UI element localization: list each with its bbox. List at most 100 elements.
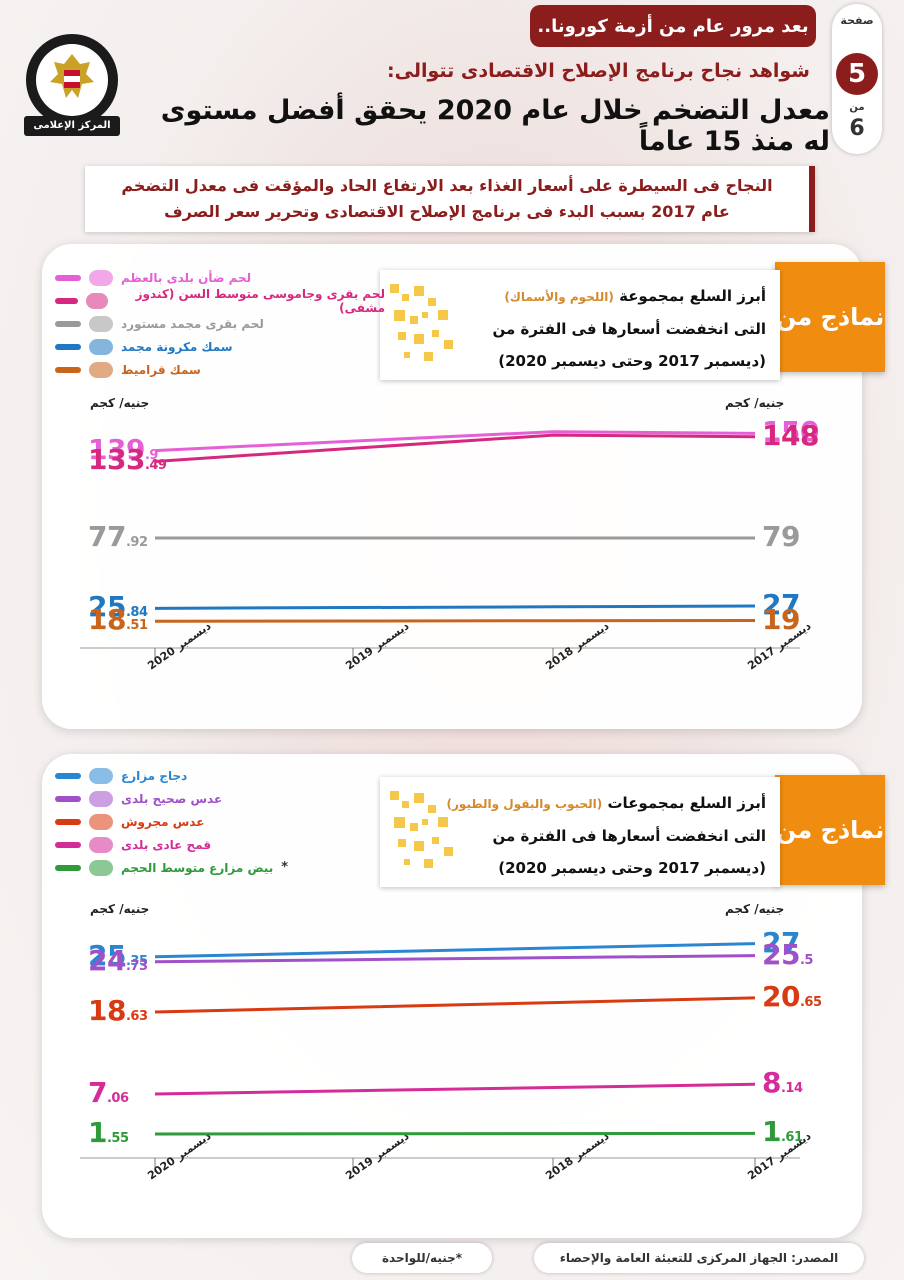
product-icon — [89, 859, 113, 876]
legend-label: دجاج مزارع — [121, 768, 188, 783]
legend-item: سمك مكرونة مجمد — [55, 335, 385, 358]
series-line — [154, 430, 756, 453]
legend-label: عدس صحيح بلدى — [121, 791, 223, 806]
total-pages: 6 — [849, 116, 865, 141]
product-icon — [89, 767, 113, 784]
value-label-2017: 1.61 — [762, 1115, 803, 1149]
value-label-2017: 150 — [762, 415, 819, 449]
legend-item: دجاج مزارع — [55, 764, 385, 787]
page-word: صفحة — [840, 14, 874, 27]
value-label-2020: 25.35 — [88, 938, 148, 972]
value-label-2020: 77.92 — [88, 520, 148, 553]
group-heading-line3: (ديسمبر 2017 وحتى ديسمبر 2020) — [498, 352, 766, 370]
x-tick-label: ديسمبر 2019 — [343, 619, 411, 672]
x-tick-label: ديسمبر 2019 — [343, 1129, 411, 1182]
group-heading: أبرز السلع بمجموعات (الحبوب والبقول والط… — [380, 777, 780, 887]
legend-item: عدس مجروش — [55, 810, 385, 833]
series-line — [154, 433, 756, 463]
value-label-2020: 133.49 — [88, 443, 167, 477]
product-icon — [89, 338, 113, 355]
of-word: من — [849, 102, 865, 113]
series-line — [154, 942, 756, 959]
legend-item: لحم بقرى مجمد مستورد — [55, 312, 385, 335]
series-line — [154, 954, 756, 964]
legend-item: لحم بقرى وجاموسى متوسط السن (كندوز مشفى) — [55, 286, 385, 315]
legend-label: لحم بقرى مجمد مستورد — [121, 316, 264, 331]
unit-label-left: جنيه/ كجم — [90, 902, 150, 916]
series-line — [154, 1082, 756, 1096]
page-number: 5 — [836, 53, 878, 95]
x-tick-label: ديسمبر 2020 — [145, 1129, 213, 1182]
group-heading-line1: أبرز السلع بمجموعة (اللحوم والأسماك) — [504, 287, 766, 305]
product-icon — [89, 361, 113, 378]
series-line — [154, 619, 756, 623]
source-note: المصدر: الجهاز المركزى للتعبئة العامة وا… — [534, 1243, 864, 1273]
legend-swatch — [55, 795, 81, 802]
unit-label-right: جنيه/ كجم — [725, 902, 785, 916]
series-line — [154, 1131, 756, 1136]
value-label-2017: 79 — [762, 520, 800, 553]
legend-swatch — [55, 366, 81, 373]
group-heading-line2: التى انخفضت أسعارها فى الفترة من — [492, 827, 766, 845]
legend-label: لحم بقرى وجاموسى متوسط السن (كندوز مشفى) — [135, 286, 385, 315]
x-tick-label: ديسمبر 2020 — [145, 619, 213, 672]
intro-line-2: عام 2017 بسبب البدء فى برنامج الإصلاح ال… — [164, 202, 730, 221]
models-tag: نماذج من — [775, 775, 885, 885]
product-icon — [89, 315, 113, 332]
value-label-2020: 139.9 — [88, 432, 158, 466]
legend-item: سمك قراميط — [55, 358, 385, 381]
value-label-2017: 148 — [762, 418, 819, 452]
legend-label: بيض مزارع متوسط الحجم — [121, 860, 274, 875]
logo-text: المركز الإعلامى — [33, 120, 111, 131]
legend-label: لحم ضأن بلدى بالعظم — [121, 270, 252, 285]
footnote-mark: * — [281, 860, 289, 875]
legend-swatch — [55, 864, 81, 871]
value-label-2017: 20.65 — [762, 979, 822, 1013]
unit-label-right: جنيه/ كجم — [725, 396, 785, 410]
series-line — [154, 604, 756, 610]
value-label-2017: 19 — [762, 602, 800, 636]
x-tick-label: ديسمبر 2018 — [543, 1129, 611, 1182]
page-indicator: صفحة 5 من 6 — [832, 4, 882, 154]
product-icon — [89, 790, 113, 807]
legend-item: قمح عادى بلدى — [55, 833, 385, 856]
group-heading-line2: التى انخفضت أسعارها فى الفترة من — [492, 320, 766, 338]
value-label-2017: 25.5 — [762, 937, 813, 971]
page-title: معدل التضخم خلال عام 2020 يحقق أفضل مستو… — [160, 95, 830, 157]
legend-label: عدس مجروش — [121, 814, 205, 829]
product-icon — [89, 836, 113, 853]
legend-label: سمك مكرونة مجمد — [121, 339, 233, 354]
value-label-2020: 18.51 — [88, 603, 148, 637]
legend-item: لحم ضأن بلدى بالعظم — [55, 266, 385, 289]
group-heading: أبرز السلع بمجموعة (اللحوم والأسماك) الت… — [380, 270, 780, 380]
legend-label: سمك قراميط — [121, 362, 201, 377]
group-heading-line1: أبرز السلع بمجموعات (الحبوب والبقول والط… — [446, 794, 766, 812]
value-label-2020: 25.84 — [88, 590, 148, 624]
legend-label: قمح عادى بلدى — [121, 837, 212, 852]
cabinet-logo: المركز الإعلامى — [20, 30, 124, 140]
x-tick-label: ديسمبر 2018 — [543, 619, 611, 672]
intro-box: النجاح فى السيطرة على أسعار الغذاء بعد ا… — [85, 166, 815, 232]
group-heading-line3: (ديسمبر 2017 وحتى ديسمبر 2020) — [498, 859, 766, 877]
value-label-2017: 27 — [762, 588, 800, 621]
legend-swatch — [55, 274, 81, 281]
product-icon — [89, 269, 113, 286]
value-label-2020: 18.63 — [88, 994, 148, 1027]
intro-line-1: النجاح فى السيطرة على أسعار الغذاء بعد ا… — [121, 176, 773, 195]
unit-footnote: *جنيه/للواحدة — [352, 1243, 492, 1273]
legend-swatch — [55, 343, 81, 350]
mosaic-icon — [390, 284, 453, 361]
legend-swatch — [55, 818, 81, 825]
mosaic-icon — [390, 791, 453, 868]
value-label-2020: 1.55 — [88, 1116, 129, 1149]
legend-swatch — [55, 841, 81, 848]
header-tag: بعد مرور عام من أزمة كورونا.. — [530, 5, 816, 47]
legend-meat-fish: لحم ضأن بلدى بالعظم لحم بقرى وجاموسى متوس… — [55, 266, 385, 381]
legend-swatch — [55, 320, 81, 327]
models-tag: نماذج من — [775, 262, 885, 372]
unit-label-left: جنيه/ كجم — [90, 396, 150, 410]
legend-item: عدس صحيح بلدى — [55, 787, 385, 810]
subtitle: شواهد نجاح برنامج الإصلاح الاقتصادى تتوا… — [387, 60, 810, 82]
